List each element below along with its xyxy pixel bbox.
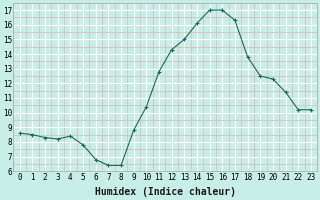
X-axis label: Humidex (Indice chaleur): Humidex (Indice chaleur) xyxy=(95,187,236,197)
